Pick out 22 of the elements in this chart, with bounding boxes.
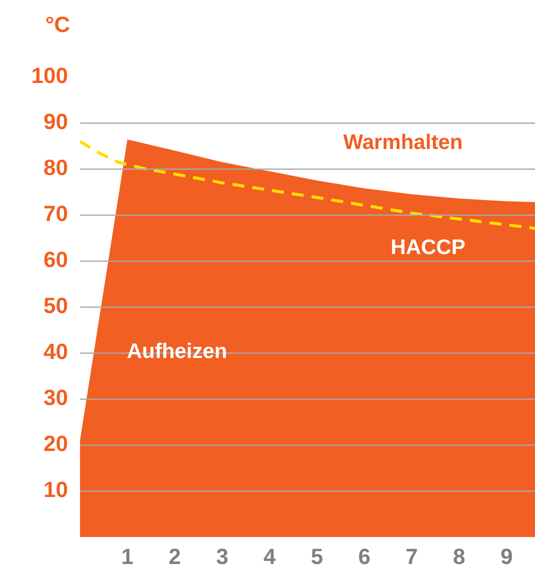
y-tick-label: 30 — [44, 385, 68, 410]
y-tick-label: 100 — [31, 63, 68, 88]
x-tick-label: 7 — [406, 544, 418, 570]
y-tick-label: 60 — [44, 247, 68, 272]
y-tick-label: 10 — [44, 477, 68, 502]
annotation: HACCP — [390, 236, 466, 260]
y-tick-label: 50 — [44, 293, 68, 318]
x-tick-label: 9 — [500, 544, 513, 570]
x-tick-label: 5 — [310, 544, 324, 570]
y-axis-title: °C — [44, 12, 70, 38]
y-tick-label: 80 — [44, 155, 68, 180]
x-tick-label: 3 — [216, 544, 228, 570]
y-tick-label: 90 — [44, 109, 68, 134]
y-tick-label: 70 — [44, 201, 68, 226]
annotation: Warmhalten — [343, 131, 463, 155]
y-tick-label: 40 — [44, 339, 68, 364]
x-tick-label: 8 — [453, 544, 466, 570]
y-tick-label: 20 — [44, 431, 68, 456]
x-tick-label: 4 — [263, 544, 276, 570]
x-tick-label: 1 — [121, 544, 134, 570]
x-tick-label: 6 — [358, 544, 370, 570]
x-tick-label: 2 — [168, 544, 181, 570]
